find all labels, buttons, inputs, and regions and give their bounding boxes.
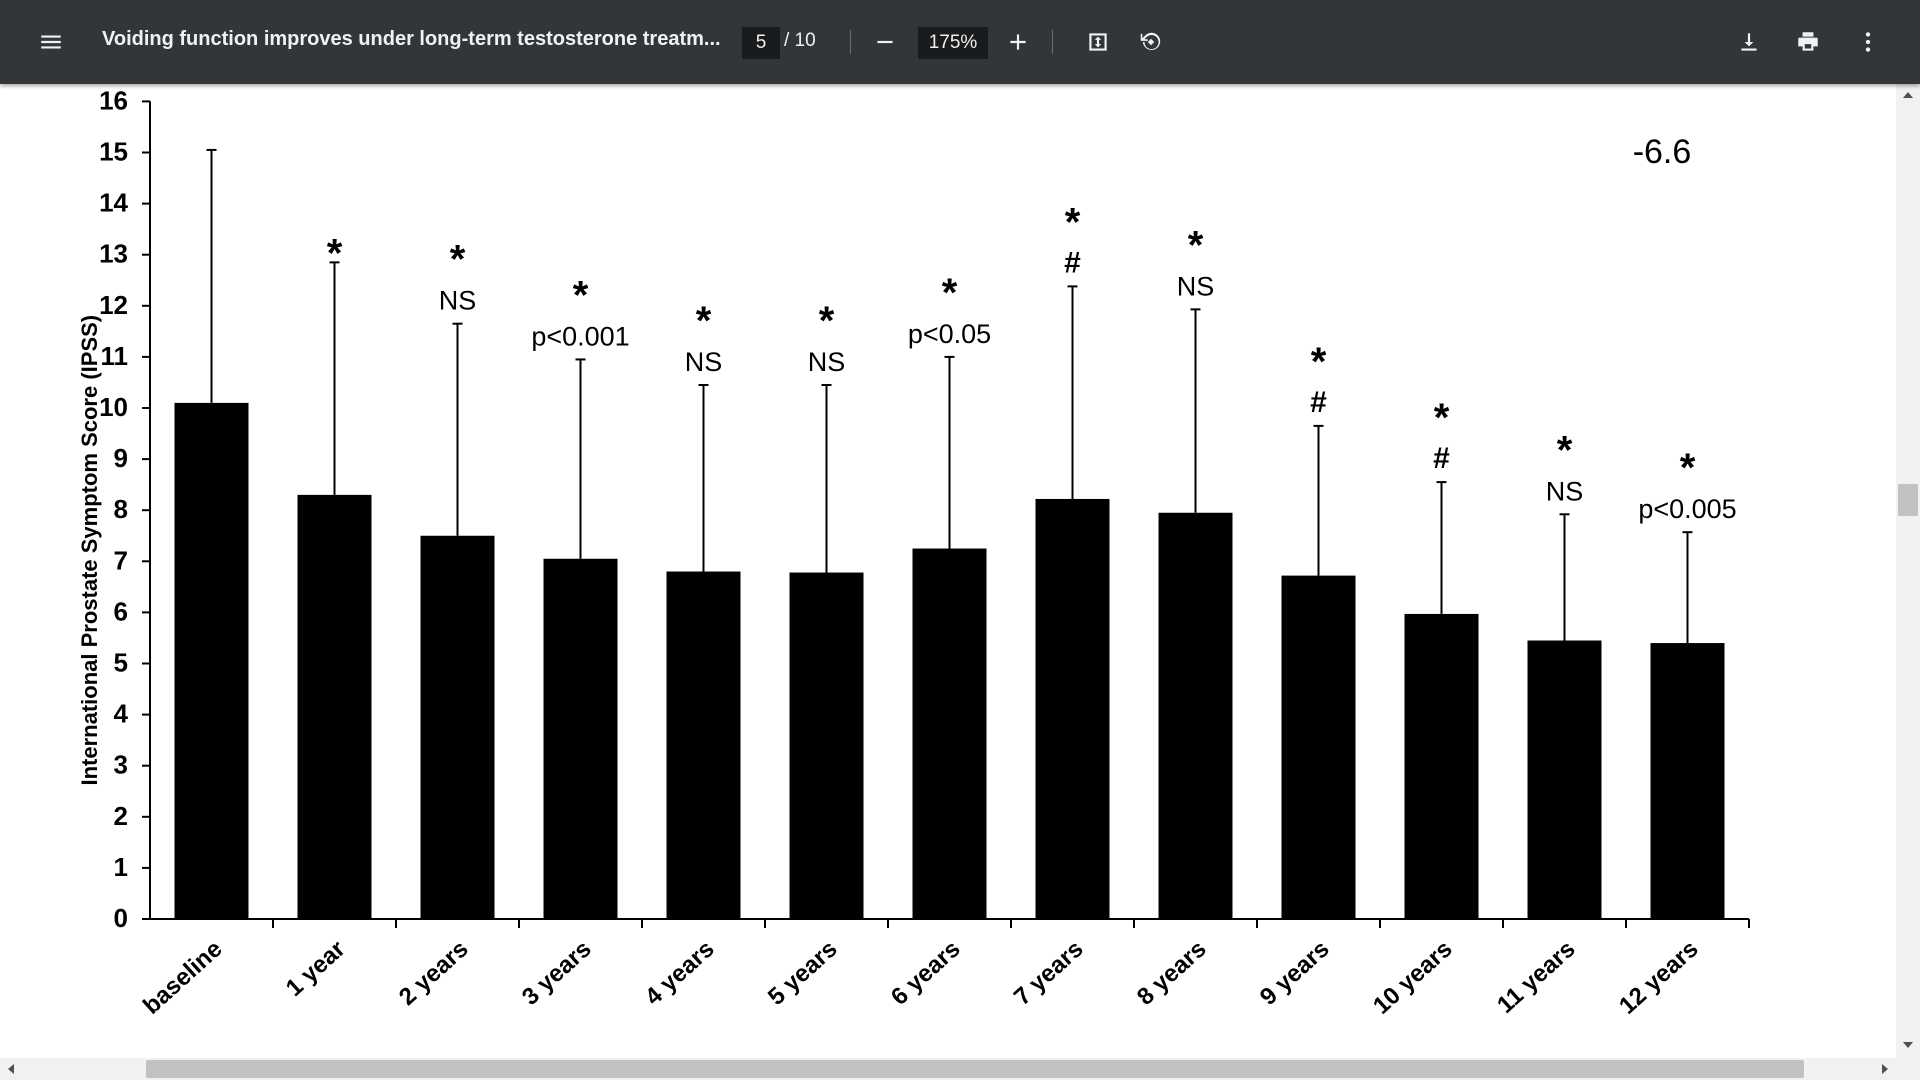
bar-baseline (174, 402, 249, 919)
significance-annotation: * (573, 273, 589, 317)
x-tick-label: 7 years (1009, 935, 1089, 1010)
bar-9-years (1281, 575, 1356, 919)
y-tick-label: 8 (114, 494, 128, 524)
scroll-up-arrow-icon[interactable] (1903, 92, 1913, 98)
significance-annotation: * (450, 238, 466, 282)
vertical-scrollbar-thumb[interactable] (1898, 484, 1918, 516)
x-tick-label: 2 years (394, 935, 474, 1010)
x-tick-label: 10 years (1368, 935, 1457, 1019)
significance-annotation: * (1557, 428, 1573, 472)
significance-annotation: * (819, 299, 835, 343)
scroll-down-arrow-icon[interactable] (1903, 1042, 1913, 1048)
document-title: Voiding function improves under long-ter… (102, 28, 721, 50)
bar-8-years (1158, 512, 1233, 919)
significance-annotation: p<0.05 (908, 319, 991, 349)
y-tick-label: 12 (99, 290, 128, 320)
y-tick-label: 3 (114, 750, 128, 780)
y-tick-label: 9 (114, 443, 128, 473)
pdf-toolbar: Voiding function improves under long-ter… (0, 0, 1920, 84)
vertical-scrollbar-track[interactable] (1896, 84, 1920, 1058)
y-tick-label: 4 (114, 699, 129, 729)
x-tick-label: 4 years (640, 935, 720, 1010)
significance-annotation: * (696, 299, 712, 343)
significance-annotation: # (1433, 442, 1450, 475)
significance-annotation: * (942, 271, 958, 315)
y-tick-label: 5 (114, 648, 128, 678)
significance-annotation: * (1311, 340, 1327, 384)
y-tick-label: 13 (99, 239, 128, 269)
significance-annotation: # (1064, 246, 1081, 279)
significance-annotation: * (1434, 396, 1450, 440)
significance-annotation: * (1680, 446, 1696, 490)
significance-annotation: NS (685, 347, 723, 377)
significance-annotation: p<0.001 (531, 321, 629, 351)
bar-3-years (543, 558, 618, 919)
y-tick-label: 6 (114, 596, 128, 626)
y-tick-label: 14 (99, 188, 128, 218)
bar-12-years (1650, 643, 1725, 919)
y-tick-label: 15 (99, 137, 128, 167)
bar-6-years (912, 548, 987, 919)
x-tick-label: 1 year (281, 935, 351, 1002)
bar-5-years (789, 572, 864, 919)
significance-annotation: p<0.005 (1638, 494, 1736, 524)
y-tick-label: 7 (114, 545, 128, 575)
bar-2-years (420, 535, 495, 919)
fit-page-icon[interactable] (1074, 18, 1122, 66)
pdf-page-viewport[interactable]: 0 1 2 3 4 5 6 7 8 9 10 11 12 13 14 15 16 International Pr… (0, 84, 1896, 1058)
significance-annotation: # (1310, 386, 1327, 419)
page-number-input[interactable] (742, 27, 780, 59)
bar-4-years (666, 571, 741, 919)
x-tick-label: 3 years (517, 935, 597, 1010)
x-tick-label: baseline (138, 935, 227, 1019)
significance-annotation: NS (439, 286, 477, 316)
download-icon[interactable] (1725, 18, 1773, 66)
x-tick-label: 12 years (1614, 935, 1703, 1019)
rotate-icon[interactable] (1127, 18, 1175, 66)
bar-1-year (297, 494, 372, 919)
toolbar-divider (850, 30, 851, 54)
toolbar-divider (1052, 30, 1053, 54)
menu-icon[interactable] (27, 18, 75, 66)
x-tick-label: 6 years (886, 935, 966, 1010)
horizontal-scrollbar-thumb[interactable] (146, 1060, 1804, 1078)
significance-annotation: NS (1177, 271, 1215, 301)
y-tick-label: 10 (99, 392, 128, 422)
zoom-level-input[interactable] (918, 27, 988, 59)
zoom-in-icon[interactable] (994, 18, 1042, 66)
x-tick-label: 9 years (1255, 935, 1335, 1010)
y-tick-label: 0 (114, 903, 128, 933)
print-icon[interactable] (1784, 18, 1832, 66)
x-tick-label: 11 years (1492, 935, 1581, 1018)
scroll-right-arrow-icon[interactable] (1882, 1064, 1888, 1074)
zoom-out-icon[interactable] (861, 18, 909, 66)
more-options-icon[interactable] (1844, 18, 1892, 66)
y-tick-label: 16 (99, 85, 128, 115)
bar-10-years (1404, 613, 1479, 919)
x-tick-label: 8 years (1132, 935, 1212, 1010)
significance-annotation: NS (808, 347, 846, 377)
scroll-left-arrow-icon[interactable] (8, 1064, 14, 1074)
y-tick-label: 2 (114, 801, 128, 831)
y-axis-label: International Prostate Symptom Score (IP… (77, 315, 102, 786)
y-tick-label: 1 (114, 852, 128, 882)
significance-annotation: NS (1546, 476, 1584, 506)
significance-annotation: * (1188, 223, 1204, 267)
bar-11-years (1527, 640, 1602, 919)
significance-annotation: * (1065, 200, 1081, 244)
change-annotation: -6.6 (1633, 133, 1692, 171)
x-tick-label: 5 years (763, 935, 843, 1010)
bar-7-years (1035, 498, 1110, 919)
significance-annotation: * (327, 231, 343, 275)
page-total: / 10 (784, 30, 816, 51)
y-tick-label: 11 (101, 341, 129, 371)
